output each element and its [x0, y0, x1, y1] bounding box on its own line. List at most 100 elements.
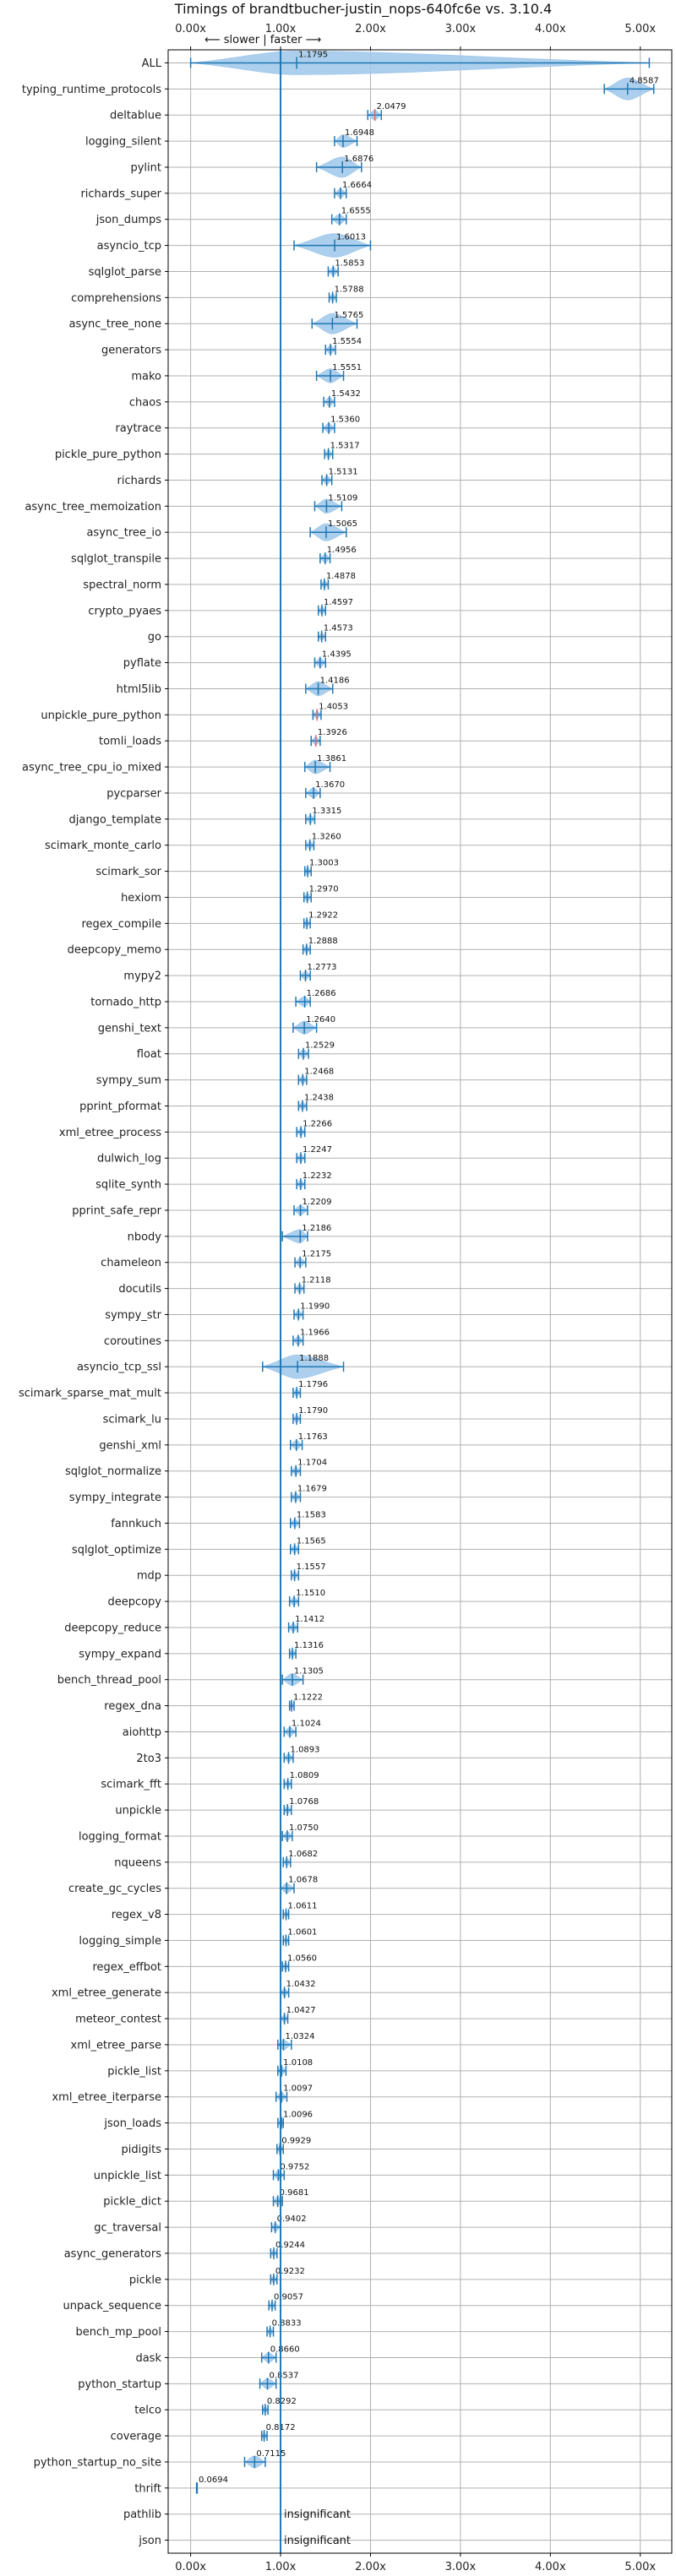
value-label: 1.0678: [288, 1876, 318, 1885]
category-label: logging_simple: [79, 1935, 161, 1948]
category-label: pylint: [130, 161, 161, 174]
value-label: 1.4573: [324, 624, 353, 633]
category-label: bench_thread_pool: [57, 1674, 161, 1687]
value-label: 1.5131: [329, 467, 358, 476]
category-label: richards_super: [80, 187, 161, 200]
x-tick-label-top: 5.00x: [624, 23, 656, 35]
value-label: 1.1316: [294, 1641, 324, 1650]
category-label: pickle_pure_python: [55, 448, 161, 461]
category-label: python_startup_no_site: [34, 2456, 161, 2469]
category-label: docutils: [118, 1283, 161, 1296]
value-label: 1.2922: [308, 910, 338, 920]
category-label: pickle: [129, 2274, 161, 2286]
category-label: create_gc_cycles: [68, 1883, 161, 1895]
value-label: 1.1222: [293, 1693, 323, 1703]
category-label: xml_etree_generate: [52, 1987, 161, 2000]
value-label: 1.1565: [297, 1536, 326, 1546]
value-label: 1.6876: [344, 155, 373, 164]
x-tick-label-bottom: 2.00x: [355, 2561, 386, 2573]
value-label: 1.2266: [303, 1119, 332, 1128]
category-label: pathlib: [123, 2508, 161, 2521]
value-label: 1.2209: [303, 1198, 332, 1207]
category-label: async_tree_cpu_io_mixed: [22, 762, 161, 774]
category-label: pickle_list: [107, 2065, 161, 2078]
value-label: 1.0324: [285, 2032, 314, 2041]
value-label: 1.0432: [286, 1980, 316, 1989]
value-label: 1.2247: [303, 1145, 332, 1155]
category-label: dask: [135, 2352, 161, 2365]
value-label: 0.9752: [280, 2162, 309, 2171]
value-label: 1.1412: [295, 1615, 324, 1624]
direction-annotation: ⟵ slower | faster ⟶: [204, 34, 321, 46]
value-label: 1.3315: [312, 807, 341, 816]
value-label: 1.0750: [289, 1823, 319, 1833]
category-label: sqlite_synth: [95, 1179, 161, 1192]
value-label: 0.7115: [256, 2449, 286, 2459]
value-label: 1.1763: [298, 1432, 328, 1442]
category-label: regex_effbot: [92, 1961, 161, 1974]
value-label: 1.5432: [331, 389, 361, 399]
category-label: generators: [101, 345, 161, 357]
value-label: 1.0682: [288, 1850, 318, 1859]
category-label: sympy_sum: [96, 1074, 161, 1087]
value-label: 1.0097: [283, 2084, 313, 2094]
value-label: 0.9681: [280, 2188, 309, 2198]
value-label: 1.0096: [283, 2111, 313, 2120]
value-label: 1.4956: [327, 546, 357, 555]
category-label: gc_traversal: [94, 2222, 161, 2235]
value-label: 1.1305: [294, 1667, 324, 1677]
category-label: scimark_sor: [95, 866, 161, 878]
value-label: 1.2186: [302, 1224, 331, 1233]
value-label: 1.1024: [292, 1719, 321, 1728]
value-label: 1.1966: [300, 1328, 330, 1337]
value-label: 1.6555: [341, 207, 371, 216]
category-label: xml_etree_parse: [71, 2039, 161, 2052]
category-label: async_tree_none: [69, 318, 161, 331]
value-label: 1.5853: [335, 258, 364, 268]
category-label: tornado_http: [90, 996, 161, 1008]
value-label: 1.1679: [297, 1485, 327, 1494]
category-label: html5lib: [117, 683, 161, 696]
category-label: richards: [117, 475, 162, 487]
category-label: scimark_sparse_mat_mult: [19, 1388, 161, 1400]
value-label: 1.6948: [345, 128, 374, 138]
value-label: 1.0108: [283, 2058, 313, 2068]
category-label: sqlglot_parse: [89, 266, 161, 279]
value-label: 1.0809: [290, 1771, 319, 1780]
category-label: fannkuch: [111, 1518, 161, 1530]
value-label: 1.2438: [304, 1093, 334, 1102]
category-label: pprint_safe_repr: [72, 1204, 161, 1217]
category-label: unpickle: [115, 1805, 161, 1818]
category-label: deepcopy: [107, 1596, 161, 1609]
value-label: 1.5360: [330, 416, 360, 425]
value-label: 1.0427: [286, 2006, 316, 2015]
value-label: 1.4395: [322, 650, 352, 660]
value-label: 1.5317: [330, 442, 360, 451]
category-label: telco: [134, 2405, 161, 2417]
category-label: typing_runtime_protocols: [22, 84, 161, 96]
category-label: pidigits: [122, 2144, 162, 2156]
category-label: mdp: [137, 1570, 161, 1583]
category-label: json_dumps: [95, 214, 161, 226]
category-label: scimark_lu: [103, 1413, 161, 1426]
category-label: float: [137, 1048, 161, 1061]
insignificant-label: insignificant: [284, 2508, 351, 2521]
value-label: 1.2640: [306, 1015, 335, 1024]
category-label: unpickle_pure_python: [41, 709, 161, 722]
value-label: 1.1557: [297, 1562, 326, 1572]
category-label: regex_dna: [104, 1700, 161, 1713]
value-label: 1.0560: [287, 1954, 317, 1963]
value-label: 0.8537: [269, 2371, 298, 2380]
category-label: bench_mp_pool: [75, 2326, 161, 2339]
value-label: 1.1796: [298, 1380, 328, 1389]
category-label: spectral_norm: [83, 579, 161, 591]
category-label: tomli_loads: [99, 736, 161, 748]
category-label: scimark_monte_carlo: [45, 840, 161, 852]
value-label: 0.9929: [281, 2136, 311, 2145]
x-tick-label-top: 0.00x: [175, 23, 206, 35]
category-label: xml_etree_process: [59, 1127, 161, 1139]
category-label: deepcopy_memo: [68, 944, 161, 957]
value-label: 1.0601: [287, 1927, 317, 1937]
value-label: 1.4878: [326, 572, 356, 581]
category-label: crypto_pyaes: [88, 605, 161, 617]
